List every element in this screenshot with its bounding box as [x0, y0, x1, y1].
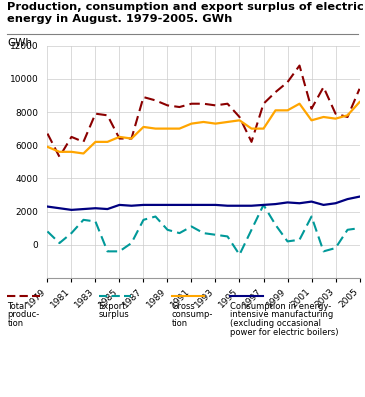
Text: intensive manufacturing: intensive manufacturing — [230, 310, 333, 320]
Text: GWh: GWh — [7, 38, 32, 48]
Text: surplus: surplus — [99, 310, 129, 320]
Text: Consumption in energy-: Consumption in energy- — [230, 302, 331, 311]
Text: energy in August. 1979-2005. GWh: energy in August. 1979-2005. GWh — [7, 14, 233, 24]
Text: consump-: consump- — [172, 310, 213, 320]
Text: Production, consumption and export surplus of electric: Production, consumption and export surpl… — [7, 2, 364, 12]
Text: Gross: Gross — [172, 302, 195, 311]
Text: tion: tion — [7, 319, 23, 328]
Text: tion: tion — [172, 319, 188, 328]
Text: Total: Total — [7, 302, 27, 311]
Text: Export: Export — [99, 302, 126, 311]
Text: power for electric boilers): power for electric boilers) — [230, 328, 338, 337]
Text: produc-: produc- — [7, 310, 39, 320]
Text: (excluding occasional: (excluding occasional — [230, 319, 321, 328]
